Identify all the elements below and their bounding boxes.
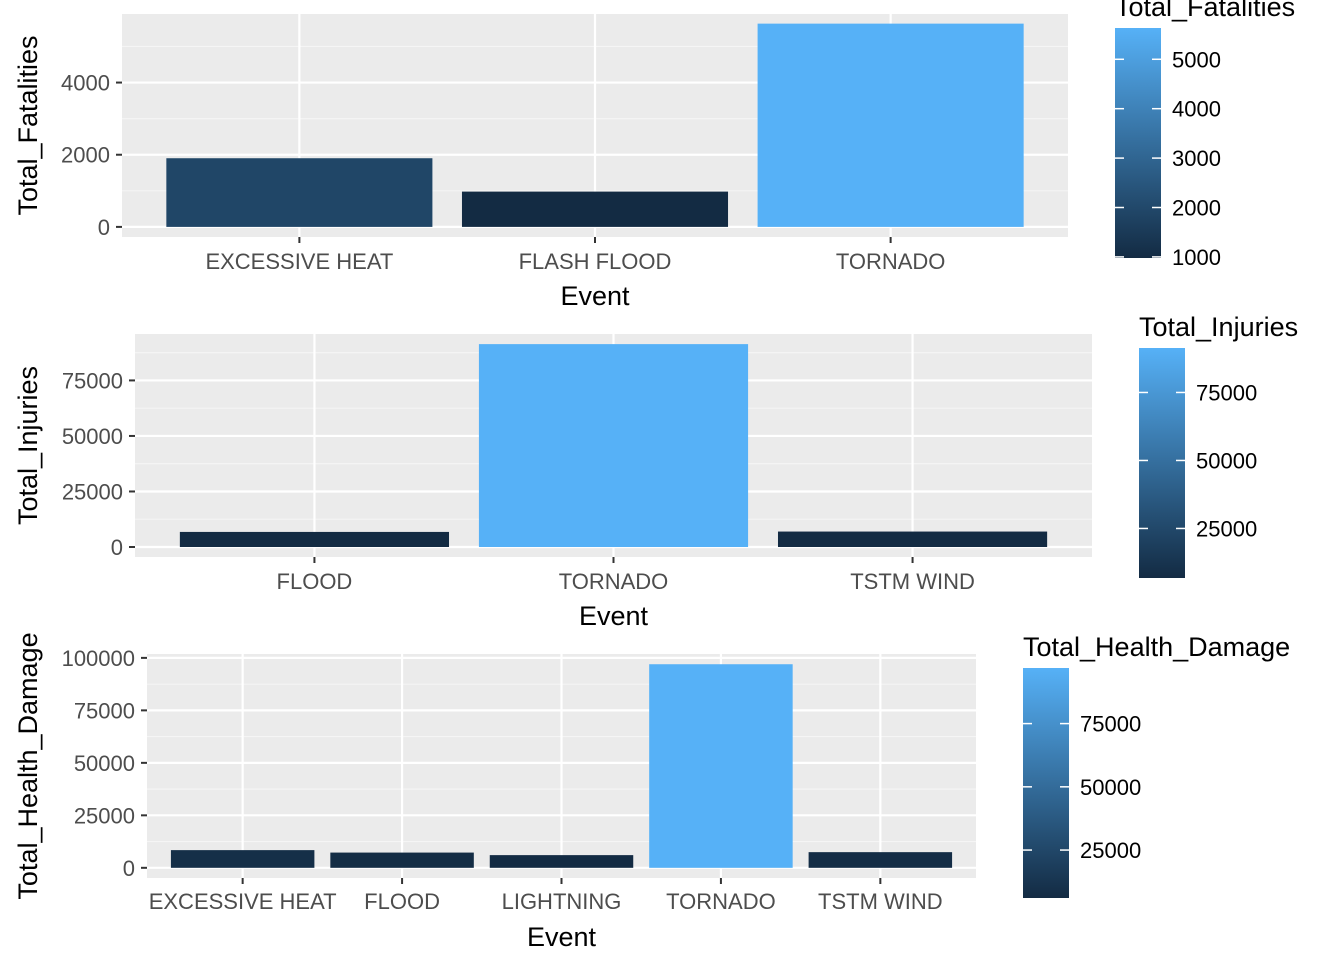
x-tick-label: FLASH FLOOD — [519, 249, 672, 274]
legend-tick-label: 5000 — [1172, 47, 1221, 72]
legend-tick-label: 3000 — [1172, 146, 1221, 171]
y-tick-label: 50000 — [62, 424, 123, 449]
y-tick-label: 50000 — [74, 751, 135, 776]
x-tick-label: TORNADO — [666, 889, 776, 914]
bar-tornado — [649, 664, 793, 868]
y-axis-title: Total_Fatalities — [13, 35, 43, 215]
y-tick-label: 75000 — [74, 698, 135, 723]
bar-lightning — [489, 855, 634, 868]
legend-tick-label: 25000 — [1196, 516, 1257, 541]
y-tick-label: 25000 — [62, 479, 123, 504]
legend-tick-label: 75000 — [1196, 380, 1257, 405]
x-axis-title: Event — [560, 281, 630, 311]
x-tick-label: LIGHTNING — [502, 889, 622, 914]
legend-gradient-bar — [1139, 348, 1185, 578]
x-tick-label: FLOOD — [277, 569, 353, 594]
y-tick-label: 25000 — [74, 803, 135, 828]
x-tick-label: FLOOD — [364, 889, 440, 914]
bar-tornado — [478, 344, 749, 548]
legend-colorbar-1: Total_Fatalities 1000 2000 3000 4000 5000 — [1115, 0, 1295, 270]
x-tick-label: TORNADO — [836, 249, 946, 274]
legend-gradient-bar — [1115, 28, 1161, 258]
legend-tick-label: 50000 — [1196, 448, 1257, 473]
bar-flood — [179, 531, 450, 548]
y-tick-label: 100000 — [62, 646, 135, 671]
y-axis-title: Total_Injuries — [13, 366, 43, 525]
y-tick-label: 4000 — [61, 71, 110, 96]
x-tick-label: EXCESSIVE HEAT — [149, 889, 337, 914]
legend-gradient-bar — [1023, 668, 1069, 898]
y-tick-label: 0 — [123, 856, 135, 881]
legend-title: Total_Health_Damage — [1023, 632, 1290, 662]
bar-excessive-heat — [166, 158, 433, 227]
bar-tornado — [757, 23, 1024, 227]
y-tick-label: 0 — [111, 535, 123, 560]
x-tick-label: TSTM WIND — [850, 569, 975, 594]
x-tick-label: TORNADO — [559, 569, 669, 594]
bar-flash-flood — [461, 191, 729, 227]
y-tick-label: 0 — [98, 215, 110, 240]
chart-panel-1: 0 2000 4000 EXCESSIVE HEAT FLASH FLOOD TORNAD… — [13, 14, 1068, 311]
x-axis-title: Event — [527, 922, 597, 952]
legend-tick-label: 50000 — [1080, 775, 1141, 800]
x-tick-label: TSTM WIND — [818, 889, 943, 914]
y-tick-label: 2000 — [61, 143, 110, 168]
legend-colorbar-3: Total_Health_Damage 25000 50000 75000 — [1023, 632, 1290, 898]
legend-tick-label: 4000 — [1172, 97, 1221, 122]
chart-panel-2: 0 25000 50000 75000 FLOOD TORNADO TSTM WIND Eve… — [13, 334, 1092, 631]
legend-tick-label: 1000 — [1172, 245, 1221, 270]
y-axis-title: Total_Health_Damage — [13, 632, 43, 899]
legend-colorbar-2: Total_Injuries 25000 50000 75000 — [1139, 312, 1298, 578]
legend-tick-label: 75000 — [1080, 712, 1141, 737]
bar-flood — [330, 852, 474, 868]
legend-title: Total_Injuries — [1139, 312, 1298, 342]
bar-tstm-wind — [808, 852, 953, 868]
legend-title: Total_Fatalities — [1115, 0, 1295, 22]
x-tick-label: EXCESSIVE HEAT — [205, 249, 393, 274]
bar-tstm-wind — [777, 531, 1048, 548]
bar-excessive-heat — [170, 850, 315, 868]
legend-tick-label: 2000 — [1172, 196, 1221, 221]
x-axis-title: Event — [579, 601, 649, 631]
legend-tick-label: 25000 — [1080, 838, 1141, 863]
y-tick-label: 75000 — [62, 368, 123, 393]
chart-panel-3: 0 25000 50000 75000 100000 EXCESSIVE HEAT FLOO… — [13, 632, 976, 952]
